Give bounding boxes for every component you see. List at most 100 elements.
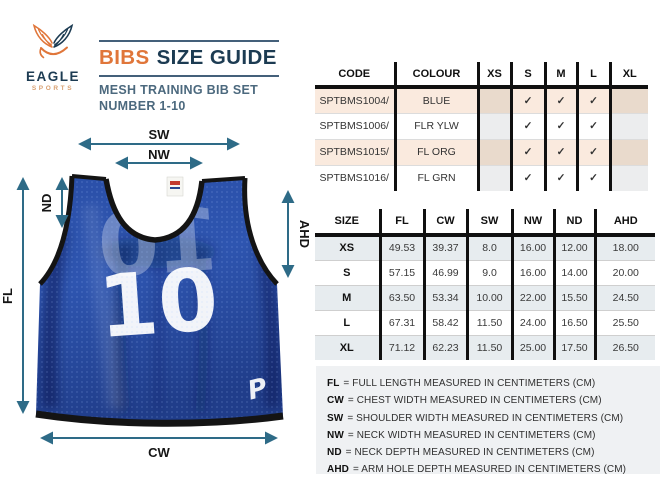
cell-code: SPTBMS1004/: [319, 94, 389, 107]
check-icon: ✓: [509, 113, 545, 139]
check-icon: ✓: [575, 113, 610, 139]
size-table: SIZE FL CW SW NW ND AHD XS 49.53 39.37 8…: [315, 209, 655, 360]
cell-nd: 14.00: [552, 260, 595, 285]
cell-colour: FL GRN: [393, 165, 478, 191]
availability-table: CODE COLOUR XS S M L XL SPTBMS1004/ BLUE…: [315, 62, 648, 191]
cell-cw: 53.34: [422, 285, 467, 310]
legend-item: CW = CHEST WIDTH MEASURED IN CENTIMETERS …: [327, 395, 602, 407]
cell-code: SPTBMS1016/: [319, 172, 389, 185]
cell-sw: 11.50: [465, 335, 512, 360]
header-xl: XL: [608, 62, 648, 87]
collar-tag: [166, 176, 184, 197]
table-row: L 67.31 58.42 11.50 24.00 16.50 25.50: [315, 310, 655, 335]
table-row: SPTBMS1015/ FL ORG ✓ ✓ ✓: [315, 139, 648, 165]
cell-unavailable: [476, 113, 511, 139]
header-m: M: [543, 62, 577, 87]
cell-ahd: 26.50: [593, 335, 655, 360]
cw-label: CW: [148, 445, 170, 460]
legend-item: SW = SHOULDER WIDTH MEASURED IN CENTIMETE…: [327, 412, 624, 424]
cell-ahd: 24.50: [593, 285, 655, 310]
table-row: SPTBMS1016/ FL GRN ✓ ✓ ✓: [315, 165, 648, 191]
cell-nw: 22.00: [510, 285, 554, 310]
cell-nw: 24.00: [510, 310, 554, 335]
dimension-arrows: [16, 137, 295, 445]
header-sw: SW: [465, 209, 512, 235]
check-icon: ✓: [509, 87, 545, 113]
header-cw: CW: [422, 209, 467, 235]
cell-nd: 15.50: [552, 285, 595, 310]
table-row: SPTBMS1006/ FLR YLW ✓ ✓ ✓: [315, 113, 648, 139]
cell-fl: 57.15: [378, 260, 424, 285]
table-row: SPTBMS1004/ BLUE ✓ ✓ ✓: [315, 87, 648, 113]
cell-nw: 16.00: [510, 260, 554, 285]
table-row: XL 71.12 62.23 11.50 25.00 17.50 26.50: [315, 335, 655, 360]
header-size: SIZE: [334, 215, 359, 227]
cell-code: SPTBMS1015/: [319, 146, 389, 158]
check-icon: ✓: [543, 165, 577, 191]
cell-ahd: 18.00: [593, 235, 655, 260]
cell-unavailable: [608, 139, 648, 165]
bib-measurement-diagram: 10 10 P: [0, 127, 312, 460]
sw-label: SW: [149, 127, 171, 142]
subtitle-line-2: NUMBER 1-10: [99, 99, 186, 113]
check-icon: ✓: [543, 87, 577, 113]
check-icon: ✓: [575, 87, 610, 113]
page-subtitle: MESH TRAINING BIB SET NUMBER 1-10: [99, 82, 279, 114]
cell-unavailable: [476, 139, 511, 165]
nw-label: NW: [148, 147, 170, 162]
page-title-rest: SIZE GUIDE: [156, 46, 277, 69]
cell-size: L: [343, 316, 351, 329]
subtitle-line-1: MESH TRAINING BIB SET: [99, 83, 259, 97]
cell-sw: 8.0: [465, 235, 512, 260]
check-icon: ✓: [543, 139, 577, 165]
cell-colour: BLUE: [393, 87, 478, 113]
cell-cw: 62.23: [422, 335, 467, 360]
page-title-accent: BIBS: [99, 46, 150, 69]
check-icon: ✓: [509, 165, 545, 191]
cell-colour: FL ORG: [393, 139, 478, 165]
cell-sw: 9.0: [465, 260, 512, 285]
cell-code: SPTBMS1006/: [319, 120, 389, 132]
cell-sw: 10.00: [465, 285, 512, 310]
availability-header-row: CODE COLOUR XS S M L XL: [315, 62, 648, 87]
cell-unavailable: [608, 87, 648, 113]
fl-label: FL: [0, 288, 15, 304]
cell-fl: 71.12: [378, 335, 424, 360]
cell-ahd: 20.00: [593, 260, 655, 285]
cell-sw: 11.50: [465, 310, 512, 335]
table-row: XS 49.53 39.37 8.0 16.00 12.00 18.00: [315, 235, 655, 260]
cell-cw: 39.37: [422, 235, 467, 260]
legend-item: NW = NECK WIDTH MEASURED IN CENTIMETERS (…: [327, 429, 596, 441]
page-title: BIBS SIZE GUIDE: [99, 40, 279, 77]
cell-cw: 46.99: [422, 260, 467, 285]
table-row: S 57.15 46.99 9.0 16.00 14.00 20.00: [315, 260, 655, 285]
eagle-sports-logo: EAGLE SPORTS: [22, 20, 84, 92]
cell-nd: 17.50: [552, 335, 595, 360]
cell-size: XL: [339, 341, 354, 354]
ahd-label: AHD: [297, 220, 312, 248]
header-colour: COLOUR: [393, 62, 478, 87]
header-xs: XS: [476, 62, 511, 87]
cell-size: M: [342, 291, 352, 304]
brand-tagline: SPORTS: [31, 85, 75, 92]
measurement-legend: FL = FULL LENGTH MEASURED IN CENTIMETERS …: [316, 366, 660, 475]
cell-unavailable: [608, 113, 648, 139]
cell-colour: FLR YLW: [393, 113, 478, 139]
cell-fl: 49.53: [378, 235, 424, 260]
header-nw: NW: [510, 209, 554, 235]
header-code: CODE: [338, 67, 371, 80]
legend-item: FL = FULL LENGTH MEASURED IN CENTIMETERS …: [327, 378, 596, 389]
check-icon: ✓: [575, 165, 610, 191]
brand-name: EAGLE: [25, 69, 80, 84]
header-s: S: [509, 62, 545, 87]
cell-nd: 12.00: [552, 235, 595, 260]
legend-item: ND = NECK DEPTH MEASURED IN CENTIMETERS (…: [327, 447, 595, 459]
cell-size: S: [343, 266, 351, 279]
cell-fl: 63.50: [378, 285, 424, 310]
legend-item: AHD = ARM HOLE DEPTH MEASURED IN CENTIMET…: [327, 464, 627, 476]
cell-unavailable: [476, 165, 511, 191]
cell-ahd: 25.50: [593, 310, 655, 335]
cell-cw: 58.42: [422, 310, 467, 335]
check-icon: ✓: [575, 139, 610, 165]
